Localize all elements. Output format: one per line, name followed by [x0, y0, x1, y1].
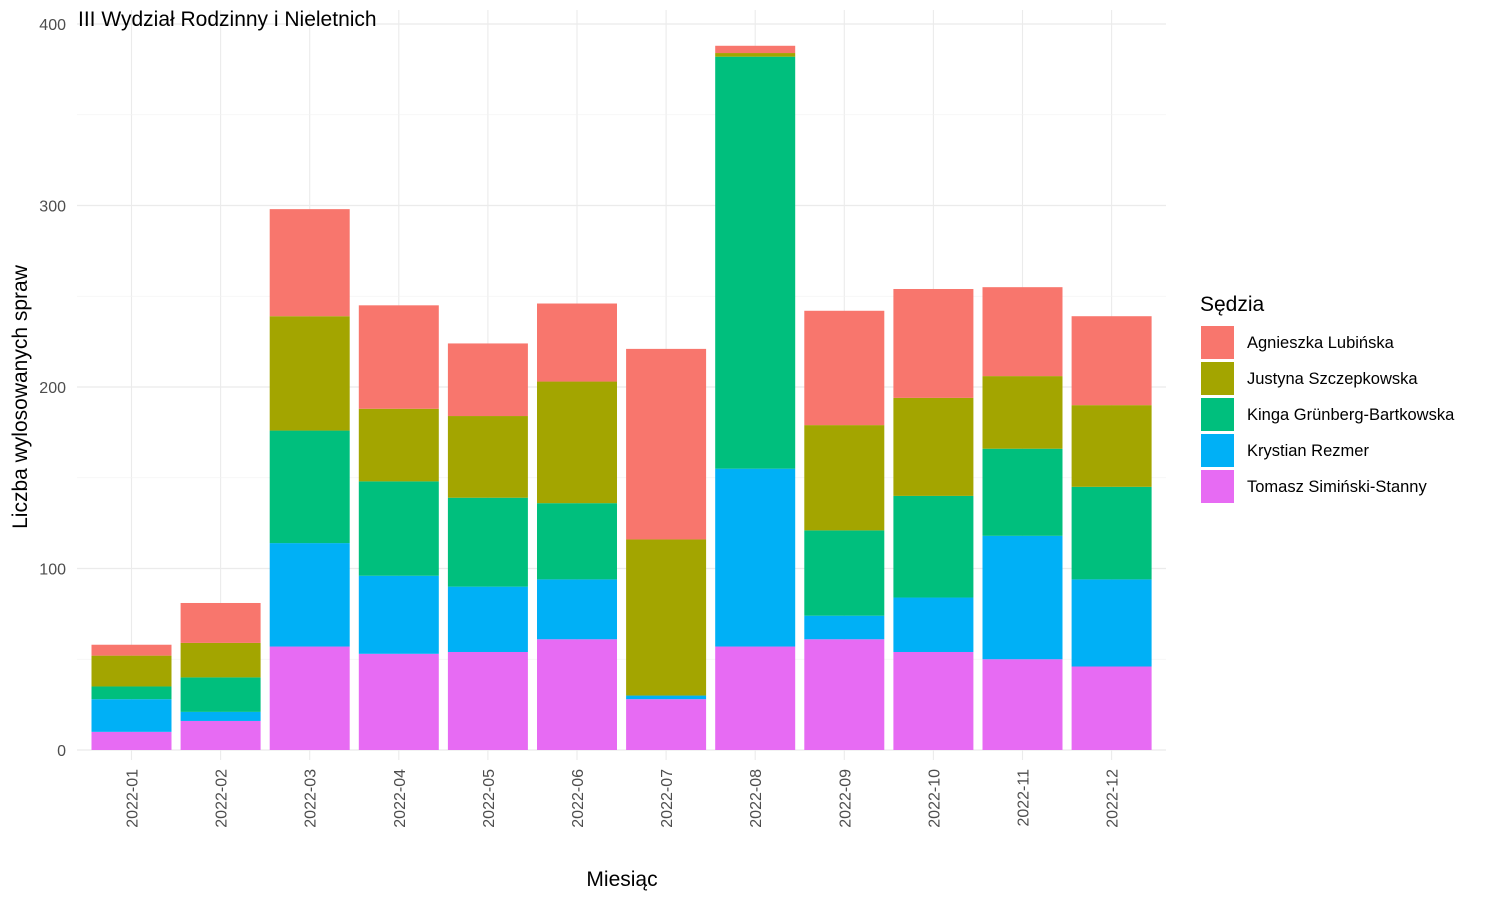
bar-segment [804, 615, 885, 640]
bar-segment [537, 503, 617, 580]
bar-segment [269, 316, 350, 431]
y-tick-label: 400 [39, 17, 66, 34]
legend-label: Krystian Rezmer [1247, 442, 1369, 460]
bar-segment [91, 699, 172, 732]
bar-segment [447, 586, 528, 652]
bar-segment [893, 651, 974, 750]
legend-key [1201, 362, 1234, 395]
legend-key [1201, 434, 1234, 467]
bar-segment [91, 686, 172, 700]
x-tick-label: 2022-01 [125, 769, 142, 828]
bar-segment [537, 639, 617, 750]
bar-segment [1071, 666, 1152, 750]
legend: Agnieszka Lubińska Justyna Szczepkowska Ki… [1201, 326, 1455, 503]
bar-segment [804, 425, 885, 531]
y-tick-label: 200 [39, 380, 66, 397]
x-axis: 2022-01 2022-02 2022-03 2022-04 2022-05 2022-… [125, 769, 1122, 828]
bar-segment [269, 209, 350, 317]
x-tick-label: 2022-07 [659, 769, 676, 828]
bar-segment [269, 646, 350, 750]
legend-label: Kinga Grünberg-Bartkowska [1247, 406, 1455, 424]
bar-segment [982, 376, 1063, 449]
bar-segment [269, 543, 350, 647]
bar-segment [358, 305, 439, 409]
legend-key [1201, 398, 1234, 431]
bar-segment [447, 651, 528, 750]
bar-segment [269, 430, 350, 544]
bar-segment [358, 575, 439, 654]
bar-segment [358, 653, 439, 750]
legend-label: Tomasz Simiński-Stanny [1247, 478, 1427, 496]
bar-segment [893, 288, 974, 398]
x-axis-title: Miesiąc [586, 868, 657, 891]
bar-segment [982, 659, 1063, 750]
y-axis: 0 100 200 300 400 [39, 17, 66, 760]
bar-segment [804, 639, 885, 750]
legend-label: Justyna Szczepkowska [1247, 370, 1418, 388]
bar-segment [180, 642, 261, 678]
bar-segment [715, 646, 796, 750]
x-tick-label: 2022-08 [748, 769, 765, 828]
bar-segment [893, 397, 974, 496]
y-tick-label: 0 [57, 743, 66, 760]
bar-segment [715, 53, 796, 57]
bar-segment [893, 495, 974, 598]
bar-segment [358, 481, 439, 576]
bar-segment [447, 497, 528, 587]
bar-segment [180, 720, 261, 750]
bars [91, 45, 1152, 750]
bar-segment [715, 45, 796, 54]
bar-segment [1071, 316, 1152, 406]
bar-segment [180, 602, 261, 643]
bar-segment [1071, 405, 1152, 487]
bar-segment [537, 381, 617, 504]
bar-segment [626, 699, 707, 750]
chart-title: III Wydział Rodzinny i Nieletnich [78, 8, 377, 31]
bar-segment [982, 535, 1063, 660]
bar-segment [537, 303, 617, 382]
bar-segment [982, 448, 1063, 536]
x-tick-label: 2022-03 [303, 769, 320, 828]
y-axis-title: Liczba wylosowanych spraw [9, 264, 32, 529]
bar-segment [180, 711, 261, 721]
legend-key [1201, 326, 1234, 359]
bar-segment [715, 56, 796, 469]
x-tick-label: 2022-12 [1105, 769, 1122, 828]
bar-segment [982, 287, 1063, 377]
bar-segment [893, 597, 974, 652]
bar-segment [447, 416, 528, 498]
y-tick-label: 100 [39, 562, 66, 579]
x-tick-label: 2022-02 [214, 769, 231, 828]
bar-segment [715, 468, 796, 647]
legend-key [1201, 470, 1234, 503]
bar-segment [626, 539, 707, 696]
bar-segment [180, 677, 261, 712]
bar-segment [626, 695, 707, 700]
bar-segment [626, 348, 707, 540]
bar-segment [1071, 486, 1152, 580]
x-tick-label: 2022-05 [481, 769, 498, 828]
bar-segment [91, 655, 172, 687]
bar-segment [1071, 579, 1152, 667]
legend-title: Sędzia [1200, 293, 1265, 316]
bar-segment [804, 530, 885, 616]
y-tick-label: 300 [39, 199, 66, 216]
bar-segment [804, 310, 885, 426]
bar-segment [91, 644, 172, 656]
x-tick-label: 2022-09 [837, 769, 854, 828]
legend-label: Agnieszka Lubińska [1247, 334, 1395, 352]
x-tick-label: 2022-04 [392, 769, 409, 828]
bar-segment [91, 731, 172, 750]
bar-segment [537, 579, 617, 640]
bar-segment [358, 408, 439, 482]
x-tick-label: 2022-06 [570, 769, 587, 828]
x-tick-label: 2022-11 [1016, 769, 1033, 827]
bar-segment [447, 343, 528, 417]
x-tick-label: 2022-10 [926, 769, 943, 828]
